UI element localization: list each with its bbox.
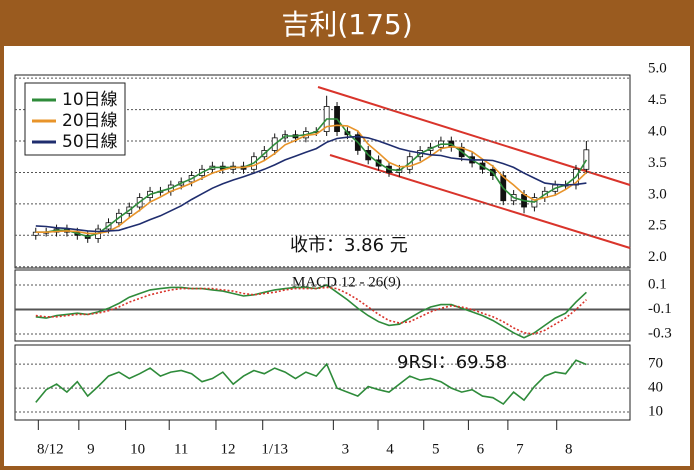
series-line	[35, 124, 587, 235]
x-tick-label: 6	[477, 441, 485, 457]
channel-line	[317, 86, 631, 186]
candle-body	[32, 231, 39, 236]
x-tick-label: 11	[174, 441, 188, 457]
series-line	[35, 118, 588, 238]
y-tick-label: 2.0	[648, 249, 667, 265]
legend-label: 50日線	[62, 132, 118, 152]
annotation: 9RSI：69.58	[397, 352, 507, 373]
price-panel	[14, 74, 631, 269]
y-tick-label: 0.1	[648, 276, 667, 292]
x-tick-label: 3	[342, 441, 350, 457]
y-tick-label: 10	[648, 403, 663, 419]
y-tick-label: -0.1	[648, 301, 672, 317]
candle-body	[583, 149, 590, 170]
series-line	[35, 135, 587, 233]
y-tick-label: 70	[648, 356, 663, 372]
x-tick-label: 4	[386, 441, 394, 457]
y-tick-label: 3.0	[648, 186, 667, 202]
y-tick-label: 4.5	[648, 92, 667, 108]
x-tick-label: 5	[432, 441, 440, 457]
y-tick-label: 2.5	[648, 218, 667, 234]
y-tick-label: -0.3	[648, 325, 672, 341]
annotation: 收市：3.86 元	[290, 235, 408, 256]
x-tick-label: 7	[516, 441, 524, 457]
x-tick-label: 9	[87, 441, 95, 457]
panel-title: MACD 12 - 26(9)	[292, 274, 401, 290]
legend-label: 10日線	[62, 90, 118, 110]
y-tick-label: 5.0	[648, 61, 667, 77]
rsi-panel	[14, 344, 631, 421]
legend-label: 20日線	[62, 111, 118, 131]
channel-line	[329, 154, 631, 249]
x-tick-label: 10	[130, 441, 145, 457]
series-line	[35, 286, 587, 335]
macd-panel	[14, 269, 631, 342]
series-line	[35, 359, 587, 406]
y-tick-label: 40	[648, 380, 663, 396]
x-tick-label: 8	[565, 441, 573, 457]
y-tick-label: 4.0	[648, 123, 667, 139]
page-title: 吉利(175)	[281, 8, 412, 41]
x-tick-label: 8/12	[37, 441, 64, 457]
x-tick-label: 12	[220, 441, 235, 457]
y-tick-label: 3.5	[648, 155, 667, 171]
header-bar	[0, 0, 694, 46]
x-tick-label: 1/13	[261, 441, 288, 457]
